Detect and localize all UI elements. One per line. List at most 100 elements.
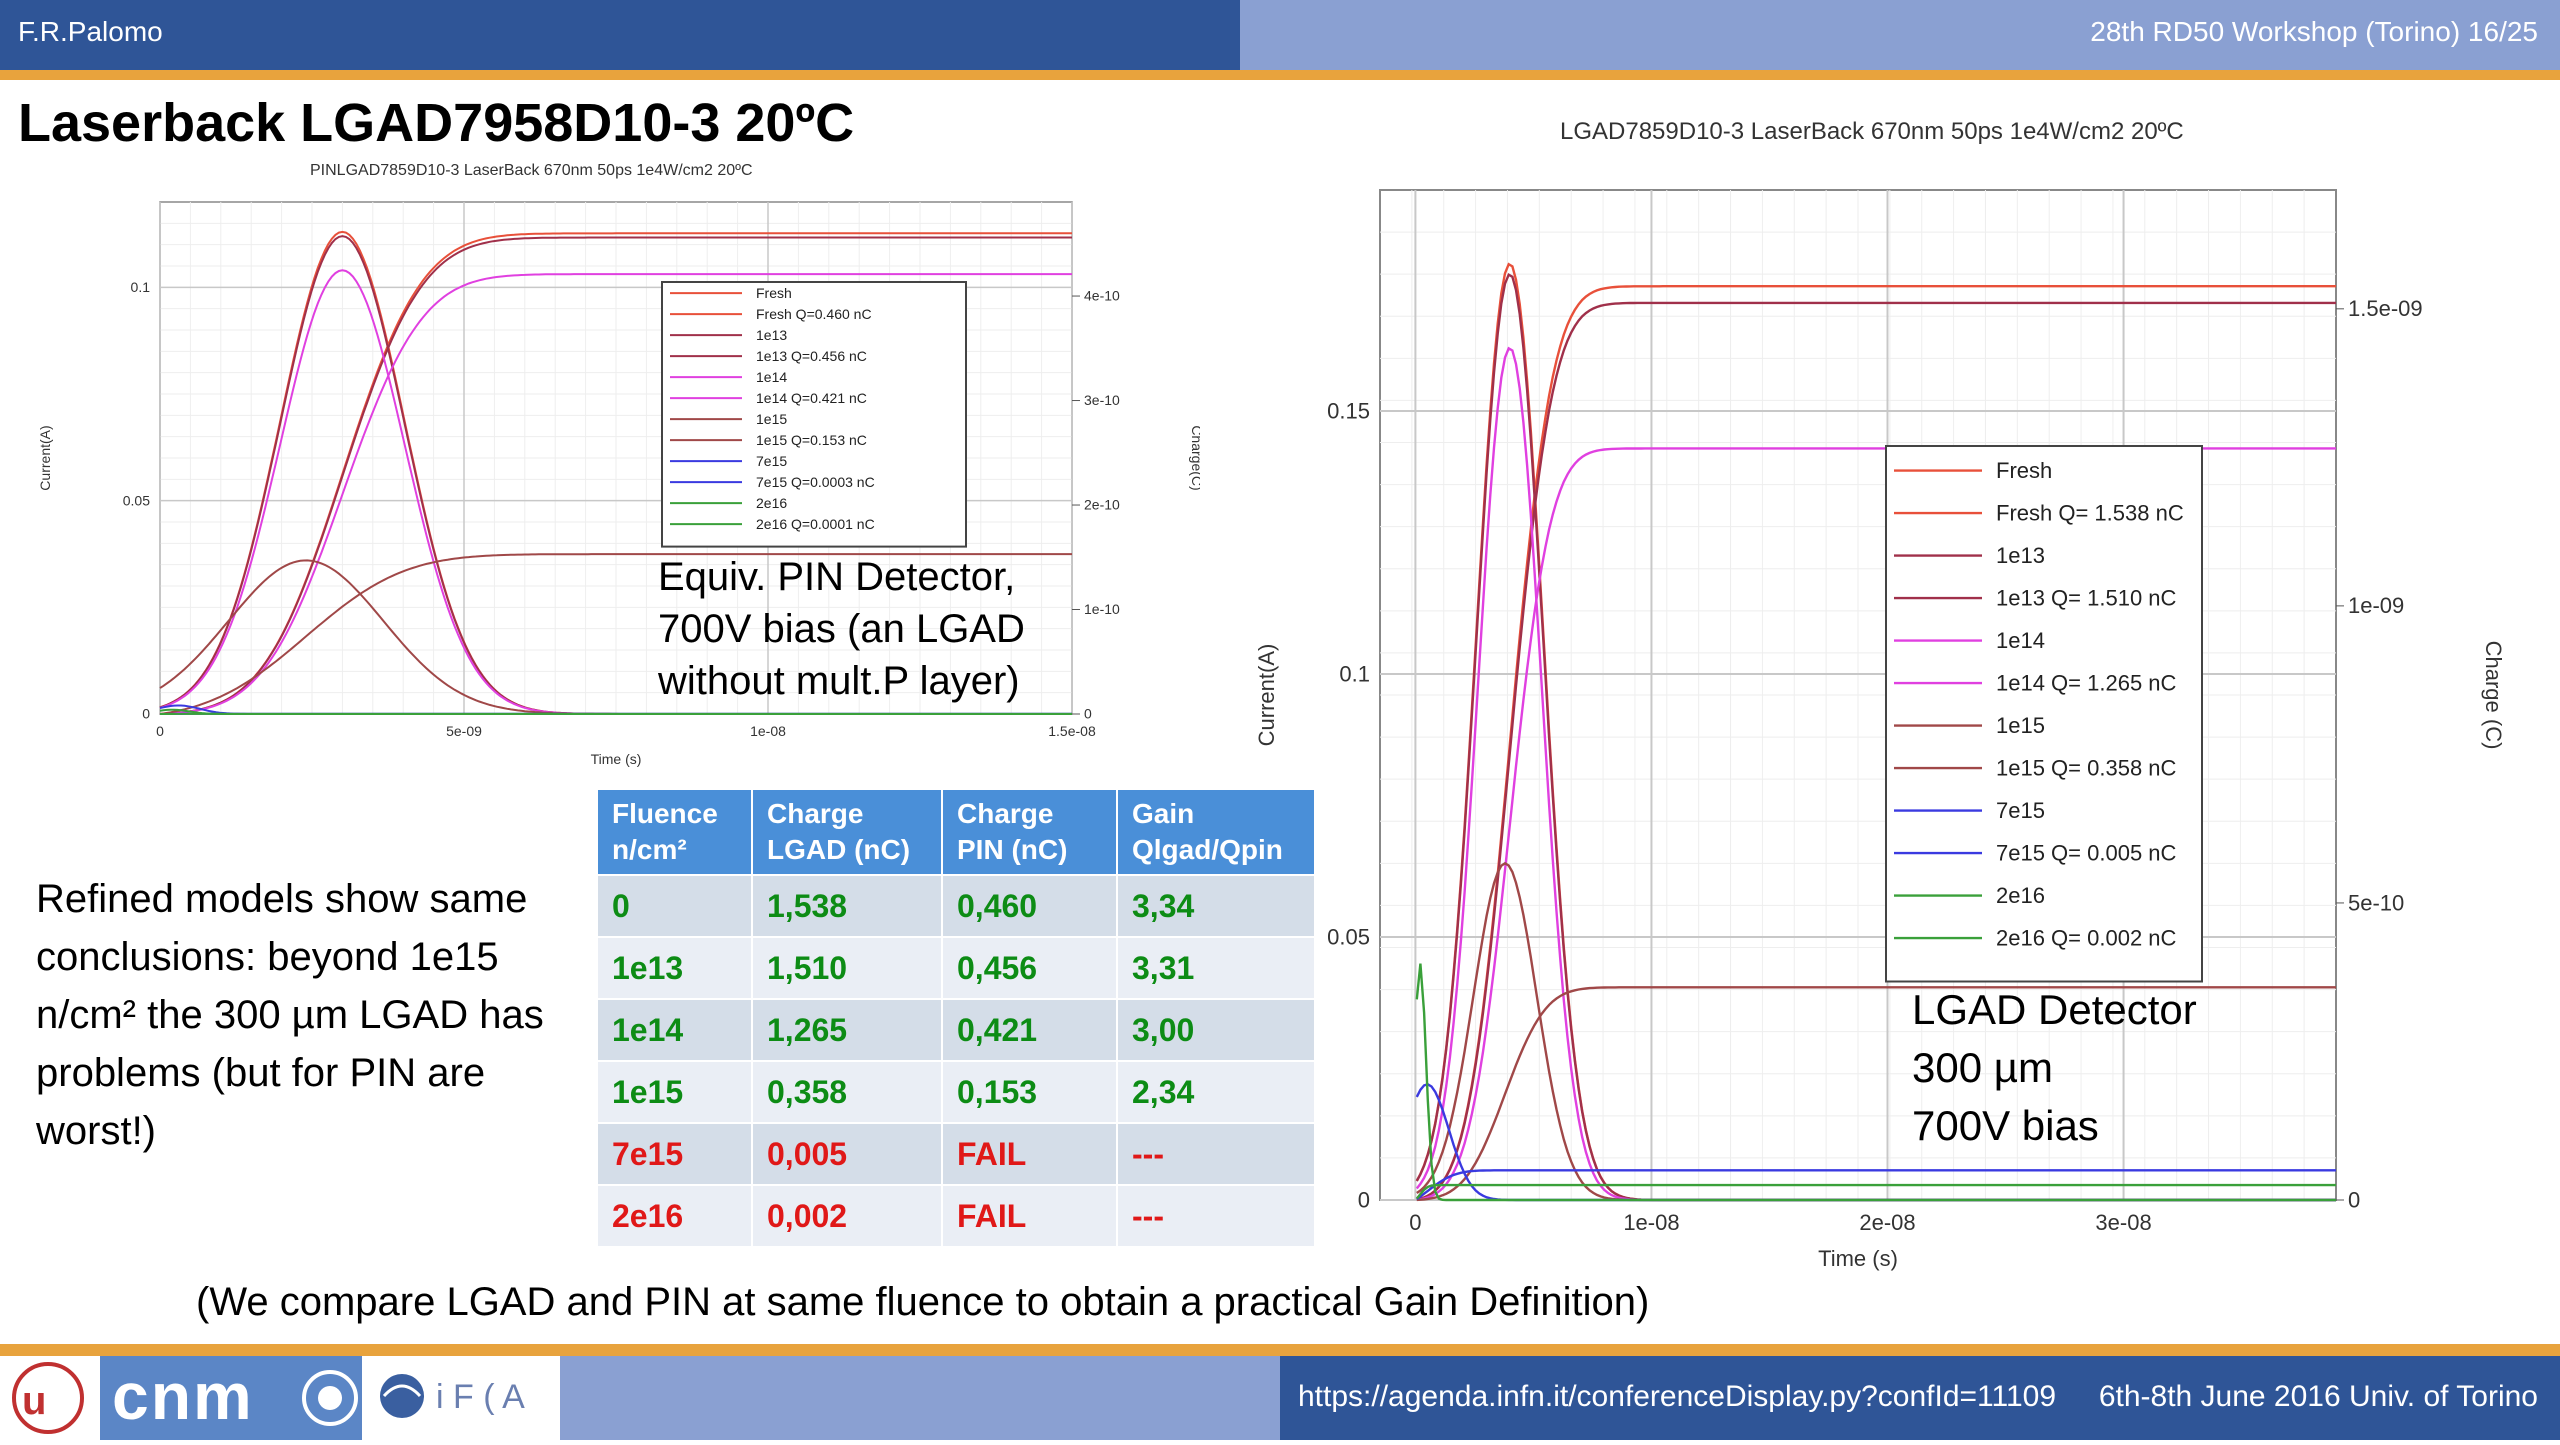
legend-entry: 1e14 Q= 1.265 nC: [1996, 670, 2177, 695]
legend-entry: 7e15 Q= 0.005 nC: [1996, 840, 2177, 865]
y-tick-label: 0.1: [131, 279, 151, 295]
legend-entry: 1e14: [756, 369, 787, 385]
legend-entry: 1e13: [756, 327, 787, 343]
table-cell: 0,421: [942, 999, 1117, 1061]
legend-entry: Fresh: [1996, 458, 2052, 483]
header-bar: [0, 0, 1240, 70]
x-tick-label: 1.5e-08: [1048, 723, 1096, 739]
legend-entry: 1e14 Q=0.421 nC: [756, 390, 867, 406]
y2-tick-label: 1.5e-09: [2348, 296, 2423, 321]
table-cell: 0,153: [942, 1061, 1117, 1123]
y2-tick-label: 0: [1084, 706, 1092, 722]
table-cell: 0,358: [752, 1061, 942, 1123]
legend-entry: Fresh: [756, 285, 792, 301]
footer-band: [560, 1356, 1280, 1440]
y2-tick-label: 0: [2348, 1187, 2360, 1212]
table-cell: 3,00: [1117, 999, 1315, 1061]
table-cell: 3,31: [1117, 937, 1315, 999]
y2-tick-label: 1e-09: [2348, 593, 2404, 618]
x-tick-label: 3e-08: [2095, 1210, 2151, 1235]
table-cell: 1e13: [597, 937, 752, 999]
y-tick-label: 0: [142, 706, 150, 722]
footer-divider: [0, 1344, 2560, 1356]
y-tick-label: 0: [1358, 1187, 1370, 1212]
table-cell: 1e15: [597, 1061, 752, 1123]
conference-page-label: 28th RD50 Workshop (Torino) 16/25: [2090, 16, 2538, 48]
agenda-link[interactable]: https://agenda.infn.it/conferenceDisplay…: [1298, 1380, 2056, 1414]
legend-entry: 7e15: [756, 453, 787, 469]
y-tick-label: 0.15: [1327, 398, 1370, 423]
header-divider: [0, 70, 2560, 80]
y2-tick-label: 2e-10: [1084, 497, 1120, 513]
legend-entry: 1e15: [1996, 713, 2045, 738]
table-cell: 1,538: [752, 875, 942, 937]
table-cell: 2e16: [597, 1185, 752, 1247]
conclusion-line: n/cm² the 300 µm LGAD has: [36, 986, 596, 1044]
conclusion-line: conclusions: beyond 1e15: [36, 928, 596, 986]
y-axis-label: Current(A): [1254, 644, 1279, 747]
detector-label: 700V bias: [1912, 1102, 2099, 1149]
ifca-logo: i F ( A: [366, 1356, 560, 1440]
table-cell: 1e14: [597, 999, 752, 1061]
university-seal-icon: u: [0, 1356, 100, 1440]
x-tick-label: 5e-09: [446, 723, 482, 739]
legend-entry: 7e15 Q=0.0003 nC: [756, 474, 875, 490]
table-cell: ---: [1117, 1185, 1315, 1247]
detector-label: without mult.P layer): [657, 659, 1020, 703]
legend-entry: 2e16: [756, 495, 787, 511]
legend-entry: 1e15 Q= 0.358 nC: [1996, 755, 2177, 780]
table-cell: 7e15: [597, 1123, 752, 1185]
legend-entry: Fresh Q=0.460 nC: [756, 306, 872, 322]
x-tick-label: 1e-08: [750, 723, 786, 739]
conclusion-text: Refined models show same conclusions: be…: [36, 870, 596, 1160]
slide-title: Laserback LGAD7958D10-3 20ºC: [18, 92, 854, 154]
x-tick-label: 0: [156, 723, 164, 739]
y2-axis-label: Charge (C): [2481, 641, 2506, 750]
table-cell: 1,510: [752, 937, 942, 999]
table-cell: 2,34: [1117, 1061, 1315, 1123]
detector-label: 700V bias (an LGAD: [658, 607, 1025, 651]
x-tick-label: 2e-08: [1859, 1210, 1915, 1235]
y-tick-label: 0.05: [1327, 924, 1370, 949]
author-name: F.R.Palomo: [18, 16, 163, 48]
cnm-logo: cnm: [100, 1356, 362, 1440]
table-cell: 1,265: [752, 999, 942, 1061]
detector-label: Equiv. PIN Detector,: [658, 555, 1015, 599]
table-cell: 3,34: [1117, 875, 1315, 937]
legend-entry: 1e15: [756, 411, 787, 427]
pin-chart-title: PINLGAD7859D10-3 LaserBack 670nm 50ps 1e…: [310, 162, 753, 180]
legend-entry: Fresh Q= 1.538 nC: [1996, 500, 2184, 525]
x-axis-label: Time (s): [591, 751, 642, 767]
y2-tick-label: 3e-10: [1084, 392, 1120, 408]
lgad-chart-title: LGAD7859D10-3 LaserBack 670nm 50ps 1e4W/…: [1560, 118, 2184, 146]
legend-entry: 1e13 Q= 1.510 nC: [1996, 585, 2177, 610]
legend-entry: 1e13 Q=0.456 nC: [756, 348, 867, 364]
x-tick-label: 0: [1409, 1210, 1421, 1235]
conclusion-line: worst!): [36, 1102, 596, 1160]
conclusion-line: Refined models show same: [36, 870, 596, 928]
table-cell: FAIL: [942, 1123, 1117, 1185]
x-tick-label: 1e-08: [1623, 1210, 1679, 1235]
table-cell: 0,005: [752, 1123, 942, 1185]
legend-entry: 7e15: [1996, 798, 2045, 823]
y2-axis-label: Charge(C): [1189, 425, 1200, 490]
table-cell: ---: [1117, 1123, 1315, 1185]
conclusion-line: problems (but for PIN are: [36, 1044, 596, 1102]
detector-label: LGAD Detector: [1912, 986, 2197, 1033]
table-cell: FAIL: [942, 1185, 1117, 1247]
legend-entry: 1e15 Q=0.153 nC: [756, 432, 867, 448]
legend-entry: 1e13: [1996, 543, 2045, 568]
x-axis-label: Time (s): [1818, 1246, 1898, 1271]
